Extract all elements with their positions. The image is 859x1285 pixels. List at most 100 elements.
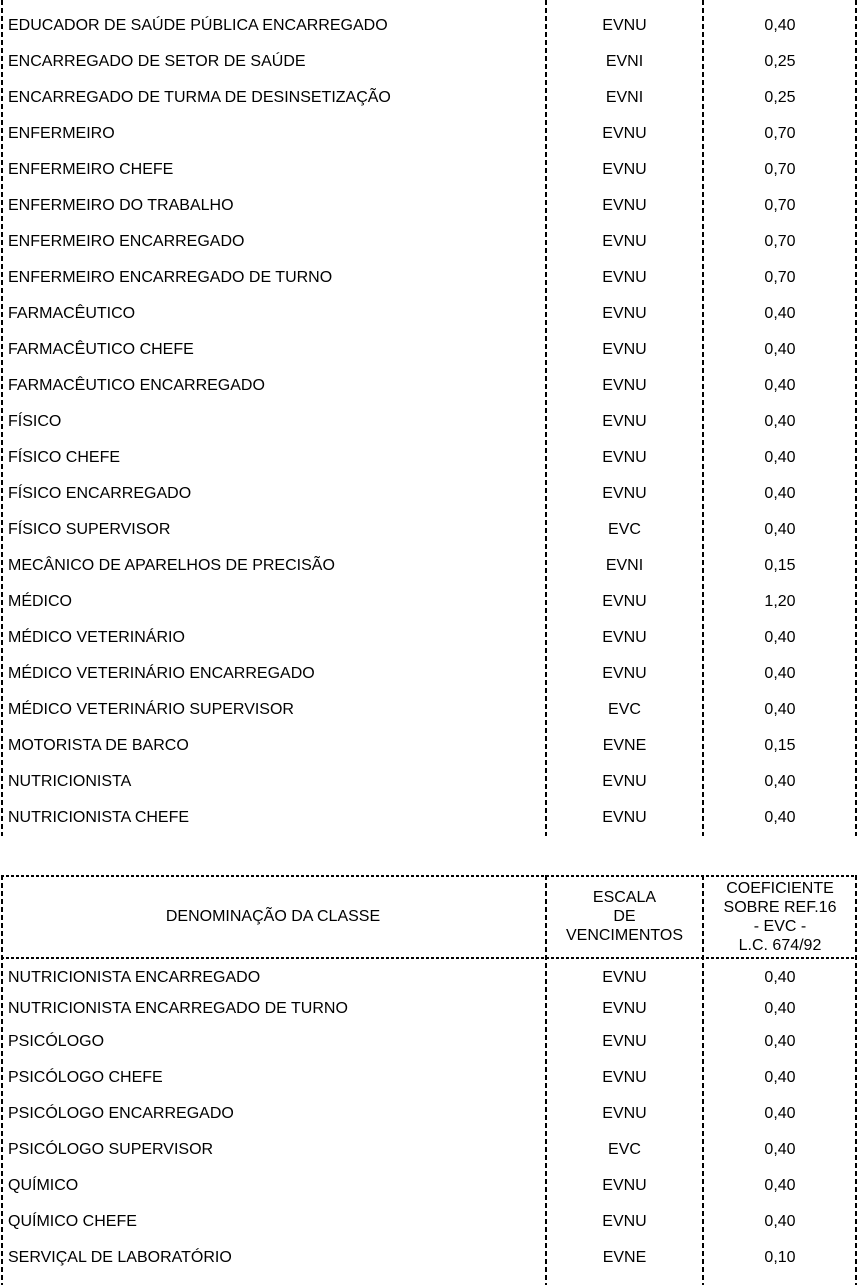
class-name-cell: ENCARREGADO DE TURMA DE DESINSETIZAÇÃO bbox=[8, 89, 391, 106]
table-row: SERVIÇAL DE LABORATÓRIO EVNE 0,10 bbox=[0, 1240, 857, 1276]
coefficient-cell: 0,10 bbox=[764, 1249, 796, 1266]
table2-border-right bbox=[855, 875, 857, 1285]
class-name-cell: FARMACÊUTICO CHEFE bbox=[8, 341, 194, 358]
header-line: COEFICIENTE bbox=[726, 879, 834, 897]
class-name-cell: MÉDICO bbox=[8, 593, 72, 610]
table-row: MÉDICO VETERINÁRIO ENCARREGADO EVNU 0,40 bbox=[0, 656, 857, 692]
class-name-cell: ENFERMEIRO bbox=[8, 125, 115, 142]
table-row: FÍSICO ENCARREGADO EVNU 0,40 bbox=[0, 476, 857, 512]
salary-scale-cell: EVNU bbox=[602, 773, 647, 790]
coefficient-cell: 0,40 bbox=[764, 701, 796, 718]
coefficient-cell: 0,40 bbox=[764, 1213, 796, 1230]
coefficient-cell: 0,15 bbox=[764, 737, 796, 754]
header-line: L.C. 674/92 bbox=[738, 936, 822, 954]
table-row: ENCARREGADO DE SETOR DE SAÚDE EVNI 0,25 bbox=[0, 44, 857, 80]
table-row: ENFERMEIRO CHEFE EVNU 0,70 bbox=[0, 152, 857, 188]
salary-scale-cell: EVNU bbox=[602, 161, 647, 178]
table1-border-right bbox=[855, 0, 857, 836]
header-line: DE bbox=[613, 908, 636, 925]
table-row: NUTRICIONISTA CHEFE EVNU 0,40 bbox=[0, 800, 857, 836]
table-row: FÍSICO EVNU 0,40 bbox=[0, 404, 857, 440]
table-row: MÉDICO VETERINÁRIO SUPERVISOR EVC 0,40 bbox=[0, 692, 857, 728]
header-cell-escala-de-vencimentos: ESCALA DE VENCIMENTOS bbox=[546, 877, 703, 956]
salary-scale-cell: EVNU bbox=[602, 593, 647, 610]
salary-scale-cell: EVNU bbox=[602, 269, 647, 286]
class-name-cell: PSICÓLOGO SUPERVISOR bbox=[8, 1141, 214, 1158]
table-row: ENFERMEIRO ENCARREGADO DE TURNO EVNU 0,70 bbox=[0, 260, 857, 296]
class-name-cell: ENFERMEIRO ENCARREGADO DE TURNO bbox=[8, 269, 333, 286]
coefficient-cell: 1,20 bbox=[764, 593, 796, 610]
table-row: FÍSICO SUPERVISOR EVC 0,40 bbox=[0, 512, 857, 548]
class-name-cell: SERVIÇAL DE LABORATÓRIO bbox=[8, 1249, 232, 1266]
salary-scale-cell: EVNU bbox=[602, 125, 647, 142]
table-row: FARMACÊUTICO CHEFE EVNU 0,40 bbox=[0, 332, 857, 368]
coefficient-cell: 0,70 bbox=[764, 269, 796, 286]
coefficient-cell: 0,70 bbox=[764, 161, 796, 178]
table2-header-row: DENOMINAÇÃO DA CLASSE ESCALA DE VENCIMENTO… bbox=[0, 877, 857, 956]
table-row: PSICÓLOGO SUPERVISOR EVC 0,40 bbox=[0, 1132, 857, 1168]
class-name-cell: PSICÓLOGO CHEFE bbox=[8, 1069, 163, 1086]
class-name-cell: MOTORISTA DE BARCO bbox=[8, 737, 189, 754]
table-row: QUÍMICO EVNU 0,40 bbox=[0, 1168, 857, 1204]
salary-scale-cell: EVC bbox=[608, 701, 641, 718]
salary-scale-cell: EVNU bbox=[602, 413, 647, 430]
salary-scale-cell: EVNU bbox=[602, 1213, 647, 1230]
table2-separator-escala bbox=[545, 875, 547, 1285]
class-name-cell: ENFERMEIRO ENCARREGADO bbox=[8, 233, 245, 250]
table1-border-left bbox=[1, 0, 3, 836]
salary-scale-cell: EVNU bbox=[602, 1069, 647, 1086]
class-name-cell: NUTRICIONISTA CHEFE bbox=[8, 809, 190, 826]
class-name-cell: NUTRICIONISTA ENCARREGADO bbox=[8, 968, 261, 986]
coefficient-cell: 0,40 bbox=[764, 377, 796, 394]
table1-body: EDUCADOR DE SAÚDE PÚBLICA ENCARREGADO EVN… bbox=[0, 8, 857, 836]
coefficient-cell: 0,40 bbox=[764, 999, 796, 1017]
table2-body: NUTRICIONISTA ENCARREGADO EVNU 0,40 NUTRICI… bbox=[0, 958, 857, 1276]
coefficient-cell: 0,25 bbox=[764, 89, 796, 106]
table-row: FARMACÊUTICO EVNU 0,40 bbox=[0, 296, 857, 332]
table-row: ENFERMEIRO ENCARREGADO EVNU 0,70 bbox=[0, 224, 857, 260]
class-name-cell: PSICÓLOGO bbox=[8, 1033, 105, 1050]
class-name-cell: MÉDICO VETERINÁRIO bbox=[8, 629, 185, 646]
coefficient-cell: 0,40 bbox=[764, 341, 796, 358]
table-row: MÉDICO VETERINÁRIO EVNU 0,40 bbox=[0, 620, 857, 656]
salary-scale-cell: EVNU bbox=[602, 1033, 647, 1050]
coefficient-cell: 0,70 bbox=[764, 125, 796, 142]
salary-scale-cell: EVNU bbox=[602, 197, 647, 214]
table-row: PSICÓLOGO CHEFE EVNU 0,40 bbox=[0, 1060, 857, 1096]
header-line: DENOMINAÇÃO DA CLASSE bbox=[165, 908, 381, 925]
coefficient-cell: 0,40 bbox=[764, 629, 796, 646]
table1-separator-escala bbox=[545, 0, 547, 836]
table-row: MÉDICO EVNU 1,20 bbox=[0, 584, 857, 620]
coefficient-cell: 0,40 bbox=[764, 413, 796, 430]
header-line: - EVC - bbox=[753, 917, 807, 935]
table2-top-border bbox=[1, 875, 857, 877]
salary-scale-cell: EVNU bbox=[602, 17, 647, 34]
coefficient-cell: 0,40 bbox=[764, 17, 796, 34]
coefficient-cell: 0,40 bbox=[764, 1105, 796, 1122]
coefficient-cell: 0,70 bbox=[764, 233, 796, 250]
coefficient-cell: 0,40 bbox=[764, 1141, 796, 1158]
coefficient-cell: 0,40 bbox=[764, 809, 796, 826]
class-name-cell: PSICÓLOGO ENCARREGADO bbox=[8, 1105, 234, 1122]
salary-scale-cell: EVNE bbox=[602, 737, 647, 754]
salary-scale-cell: EVNU bbox=[602, 305, 647, 322]
table-row: EDUCADOR DE SAÚDE PÚBLICA ENCARREGADO EVN… bbox=[0, 8, 857, 44]
table-row: FÍSICO CHEFE EVNU 0,40 bbox=[0, 440, 857, 476]
coefficient-cell: 0,40 bbox=[764, 449, 796, 466]
table-row: ENFERMEIRO EVNU 0,70 bbox=[0, 116, 857, 152]
class-name-cell: MECÂNICO DE APARELHOS DE PRECISÃO bbox=[8, 557, 335, 574]
class-name-cell: NUTRICIONISTA bbox=[8, 773, 132, 790]
table-row: NUTRICIONISTA EVNU 0,40 bbox=[0, 764, 857, 800]
salary-scale-cell: EVNU bbox=[602, 665, 647, 682]
salary-scale-cell: EVNI bbox=[605, 53, 644, 70]
table-row: MECÂNICO DE APARELHOS DE PRECISÃO EVNI 0,1… bbox=[0, 548, 857, 584]
salary-scale-cell: EVNU bbox=[602, 968, 647, 986]
table-row: PSICÓLOGO EVNU 0,40 bbox=[0, 1024, 857, 1060]
coefficient-cell: 0,40 bbox=[764, 305, 796, 322]
coefficient-cell: 0,15 bbox=[764, 557, 796, 574]
header-line: VENCIMENTOS bbox=[565, 927, 684, 944]
class-name-cell: NUTRICIONISTA ENCARREGADO DE TURNO bbox=[8, 999, 348, 1017]
table1-separator-coef bbox=[702, 0, 704, 836]
table-row: ENFERMEIRO DO TRABALHO EVNU 0,70 bbox=[0, 188, 857, 224]
